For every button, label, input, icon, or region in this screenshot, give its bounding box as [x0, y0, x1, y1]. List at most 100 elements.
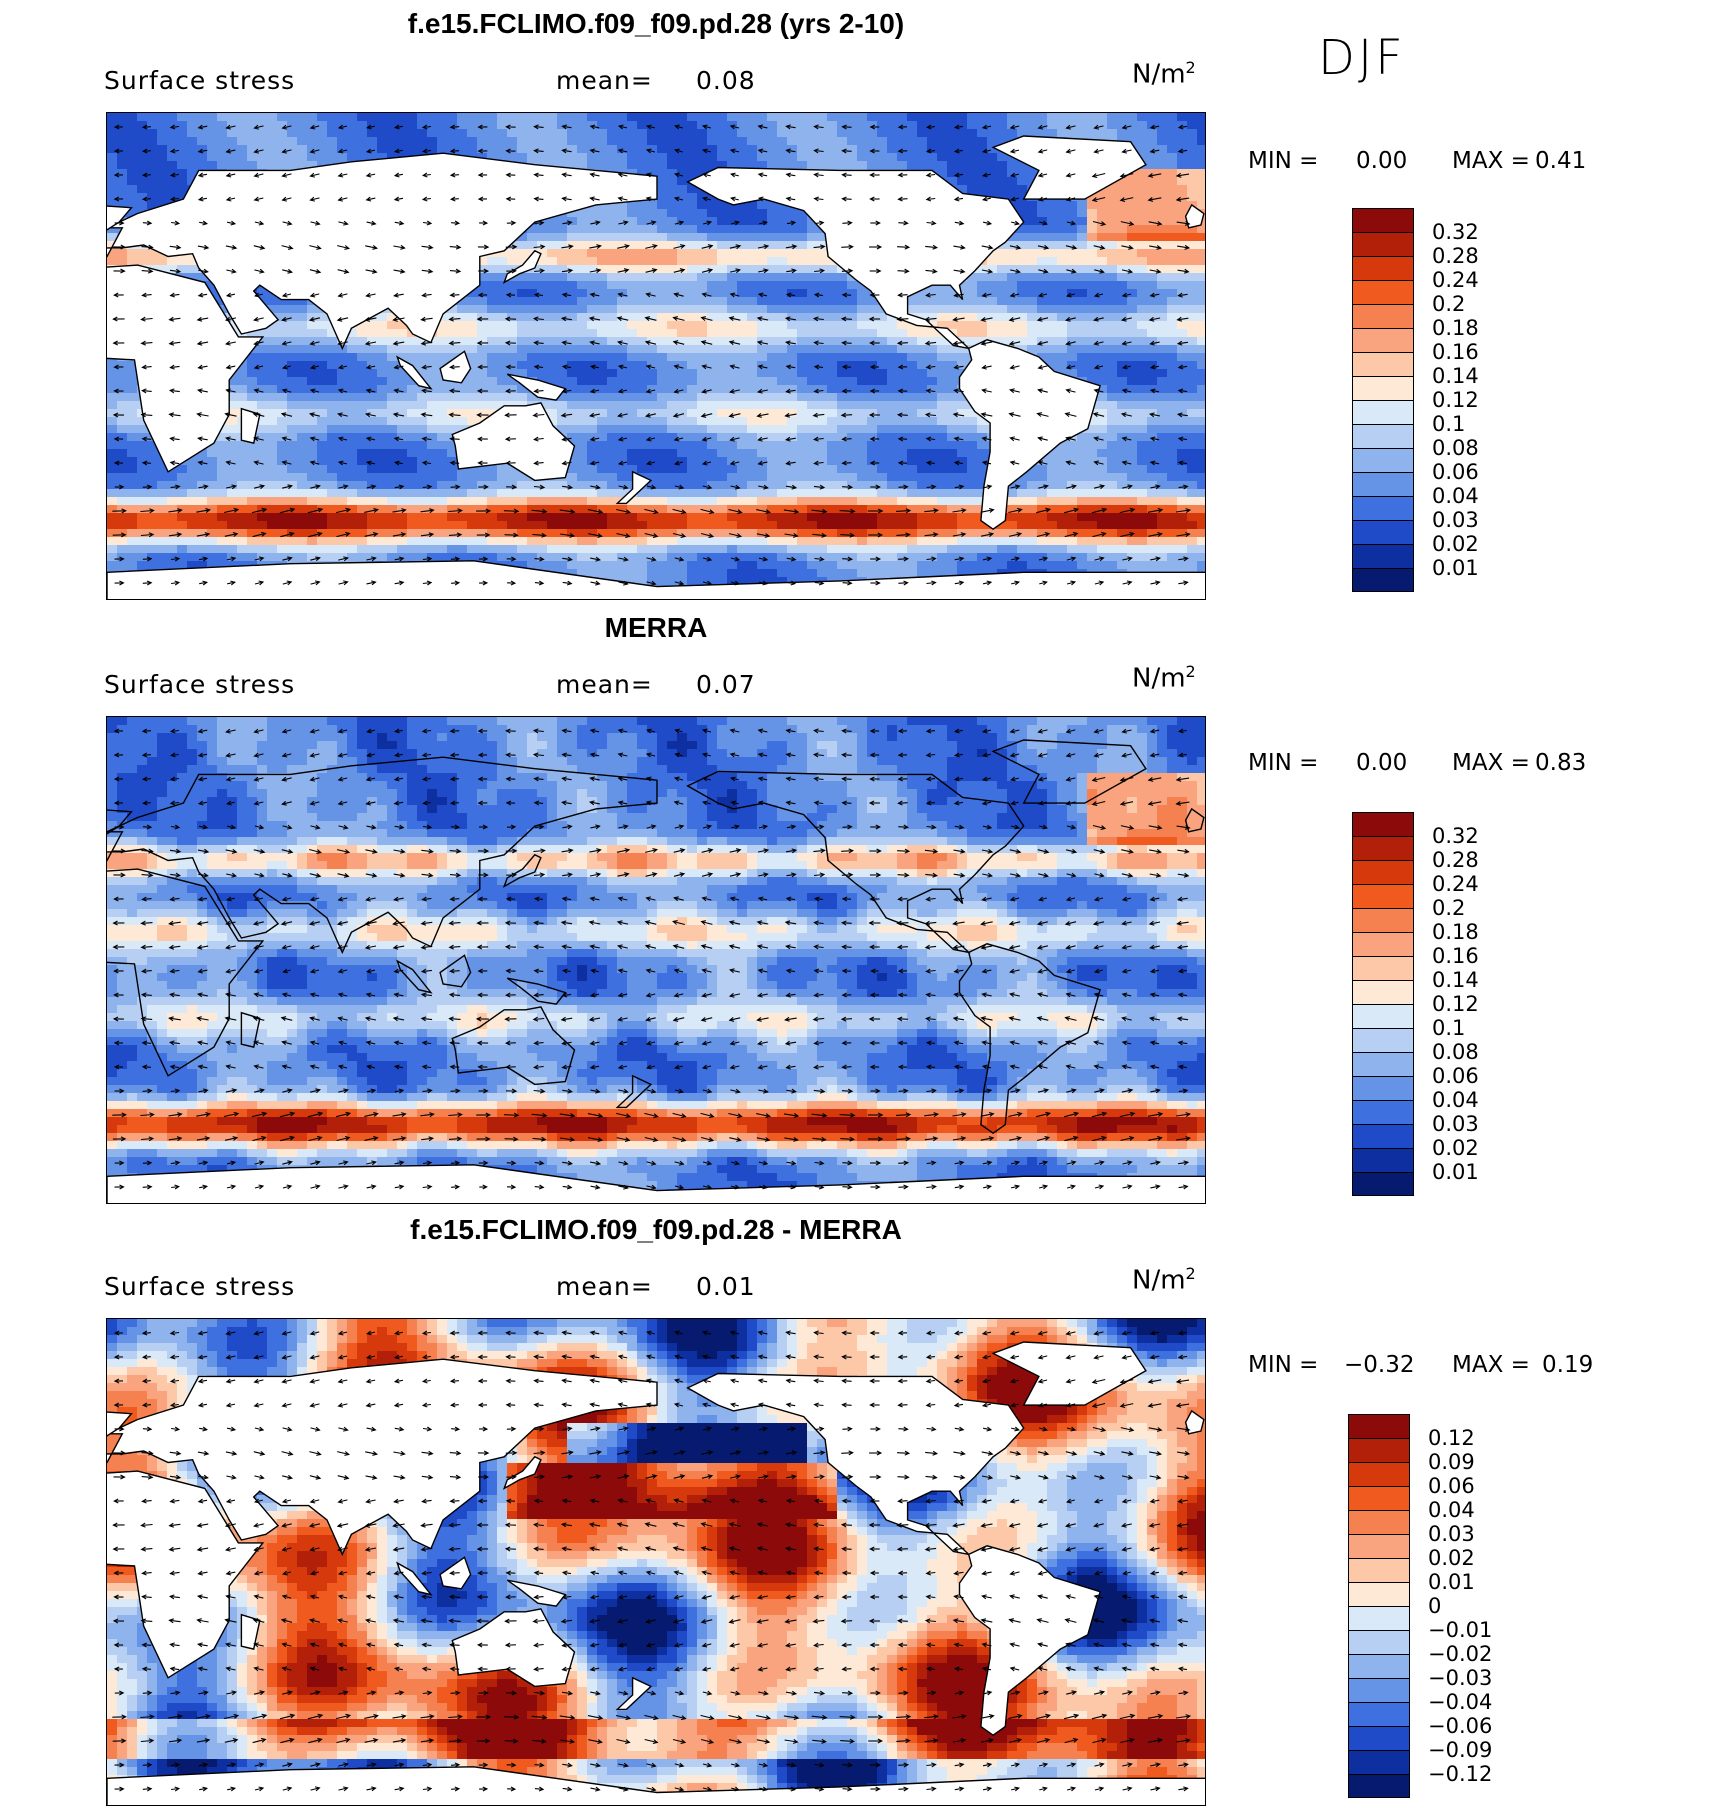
panel-1-mean-label: mean=	[556, 66, 653, 95]
landmass-antarctica	[107, 560, 1205, 599]
landmass-nz	[615, 1074, 653, 1109]
map-canvas	[107, 717, 1205, 1203]
panel-2-title: MERRA	[106, 612, 1206, 644]
panel-1-max-label: MAX =	[1452, 148, 1530, 174]
colorbar-swatch	[1348, 1678, 1410, 1702]
colorbar-swatch	[1348, 1486, 1410, 1510]
colorbar-level-label: 0.06	[1428, 1474, 1475, 1498]
colorbar-level-label: 0.24	[1432, 872, 1479, 896]
colorbar-swatch	[1352, 304, 1414, 328]
colorbar-level-label: −0.12	[1428, 1762, 1492, 1786]
colorbar-level-label: 0.06	[1432, 460, 1479, 484]
colorbar-swatch	[1348, 1606, 1410, 1630]
landmass-samerica	[958, 943, 1101, 1135]
panel-3-max-label: MAX =	[1452, 1352, 1530, 1378]
colorbar-level-label: 0	[1428, 1594, 1441, 1618]
colorbar-swatch	[1348, 1654, 1410, 1678]
panel-3-variable: Surface stress	[104, 1272, 295, 1301]
landmass-samerica	[958, 1545, 1101, 1737]
landmass-sumatra	[396, 1561, 433, 1596]
colorbar-swatch	[1352, 932, 1414, 956]
landmass-madagascar	[240, 1011, 261, 1048]
colorbar-level-label: 0.2	[1432, 292, 1465, 316]
colorbar-level-label: 0.18	[1432, 920, 1479, 944]
colorbar-level-label: 0.01	[1432, 1160, 1479, 1184]
colorbar-level-label: 0.06	[1432, 1064, 1479, 1088]
panel-1-units: N/m2	[1132, 58, 1196, 90]
colorbar-swatch	[1352, 1172, 1414, 1196]
colorbar-level-label: 0.16	[1432, 340, 1479, 364]
colorbar-level-label: −0.06	[1428, 1714, 1492, 1738]
panel-2-min-value: 0.00	[1356, 750, 1407, 776]
landmass-uk	[1184, 807, 1205, 833]
landmass-antarctica	[107, 1766, 1205, 1805]
colorbar-swatch	[1352, 908, 1414, 932]
colorbar-level-label: 0.32	[1432, 220, 1479, 244]
panel-1-min-value: 0.00	[1356, 148, 1407, 174]
panel-2-variable: Surface stress	[104, 670, 295, 699]
landmass-borneo	[439, 954, 472, 988]
landmass-nz	[615, 1676, 653, 1711]
colorbar-level-label: 0.04	[1428, 1498, 1475, 1522]
colorbar-level-label: 0.08	[1432, 1040, 1479, 1064]
panel-3-mean-value: 0.01	[696, 1272, 756, 1301]
panel-1-map	[106, 112, 1206, 600]
panel-1-min-label: MIN =	[1248, 148, 1318, 174]
colorbar-level-label: −0.09	[1428, 1738, 1492, 1762]
colorbar-level-label: 0.08	[1432, 436, 1479, 460]
landmass-greenland	[991, 739, 1147, 804]
colorbar-level-label: 0.16	[1432, 944, 1479, 968]
colorbar-swatch	[1348, 1558, 1410, 1582]
wind-stress-vectors	[112, 1330, 1192, 1792]
colorbar-level-label: 0.02	[1428, 1546, 1475, 1570]
landmass-sumatra	[396, 959, 433, 994]
panel-2-max-label: MAX =	[1452, 750, 1530, 776]
panel-3-title: f.e15.FCLIMO.f09_f09.pd.28 - MERRA	[106, 1214, 1206, 1246]
panel-3-min-value: −0.32	[1344, 1352, 1414, 1378]
wind-stress-vectors	[112, 728, 1192, 1190]
landmass-greenland	[991, 135, 1147, 200]
colorbar-level-label: 0.12	[1432, 992, 1479, 1016]
colorbar-swatch	[1348, 1510, 1410, 1534]
colorbar-level-label: 0.14	[1432, 968, 1479, 992]
colorbar-swatch	[1348, 1630, 1410, 1654]
landmass-newguinea	[506, 373, 567, 401]
colorbar-swatch	[1352, 424, 1414, 448]
landmass-newguinea	[506, 1579, 567, 1607]
colorbar-level-label: 0.04	[1432, 484, 1479, 508]
colorbar-level-label: 0.12	[1428, 1426, 1475, 1450]
colorbar-level-label: 0.28	[1432, 244, 1479, 268]
panel-3-min-label: MIN =	[1248, 1352, 1318, 1378]
colorbar-level-label: −0.03	[1428, 1666, 1492, 1690]
season-label: DJF	[1318, 30, 1406, 86]
panel-2-mean-label: mean=	[556, 670, 653, 699]
landmass-namerica	[686, 770, 1025, 954]
landmass-europeW	[107, 809, 133, 835]
colorbar-level-label: 0.2	[1432, 896, 1465, 920]
landmass-uk	[1184, 1409, 1205, 1435]
landmass-samerica	[958, 339, 1101, 531]
panel-1-variable: Surface stress	[104, 66, 295, 95]
colorbar-level-label: 0.14	[1432, 364, 1479, 388]
colorbar-level-label: 0.18	[1432, 316, 1479, 340]
colorbar-level-label: 0.1	[1432, 412, 1465, 436]
landmass-namerica	[686, 1372, 1025, 1556]
colorbar-swatch	[1352, 280, 1414, 304]
colorbar-level-label: 0.04	[1432, 1088, 1479, 1112]
colorbar-swatch	[1352, 1100, 1414, 1124]
panel-1-mean-value: 0.08	[696, 66, 756, 95]
colorbar-level-label: 0.03	[1428, 1522, 1475, 1546]
landmass-japan	[502, 1455, 542, 1490]
landmass-australia	[451, 402, 576, 482]
colorbar-swatch	[1352, 400, 1414, 424]
colorbar-level-label: −0.04	[1428, 1690, 1492, 1714]
panel-2-mean-value: 0.07	[696, 670, 756, 699]
landmass-uk	[1184, 203, 1205, 229]
map-canvas	[107, 113, 1205, 599]
colorbar-level-label: 0.02	[1432, 1136, 1479, 1160]
landmass-eurasia	[107, 1358, 658, 1557]
colorbar-swatch	[1352, 472, 1414, 496]
landmass-japan	[502, 249, 542, 284]
colorbar-swatch	[1352, 448, 1414, 472]
panel-2-map	[106, 716, 1206, 1204]
